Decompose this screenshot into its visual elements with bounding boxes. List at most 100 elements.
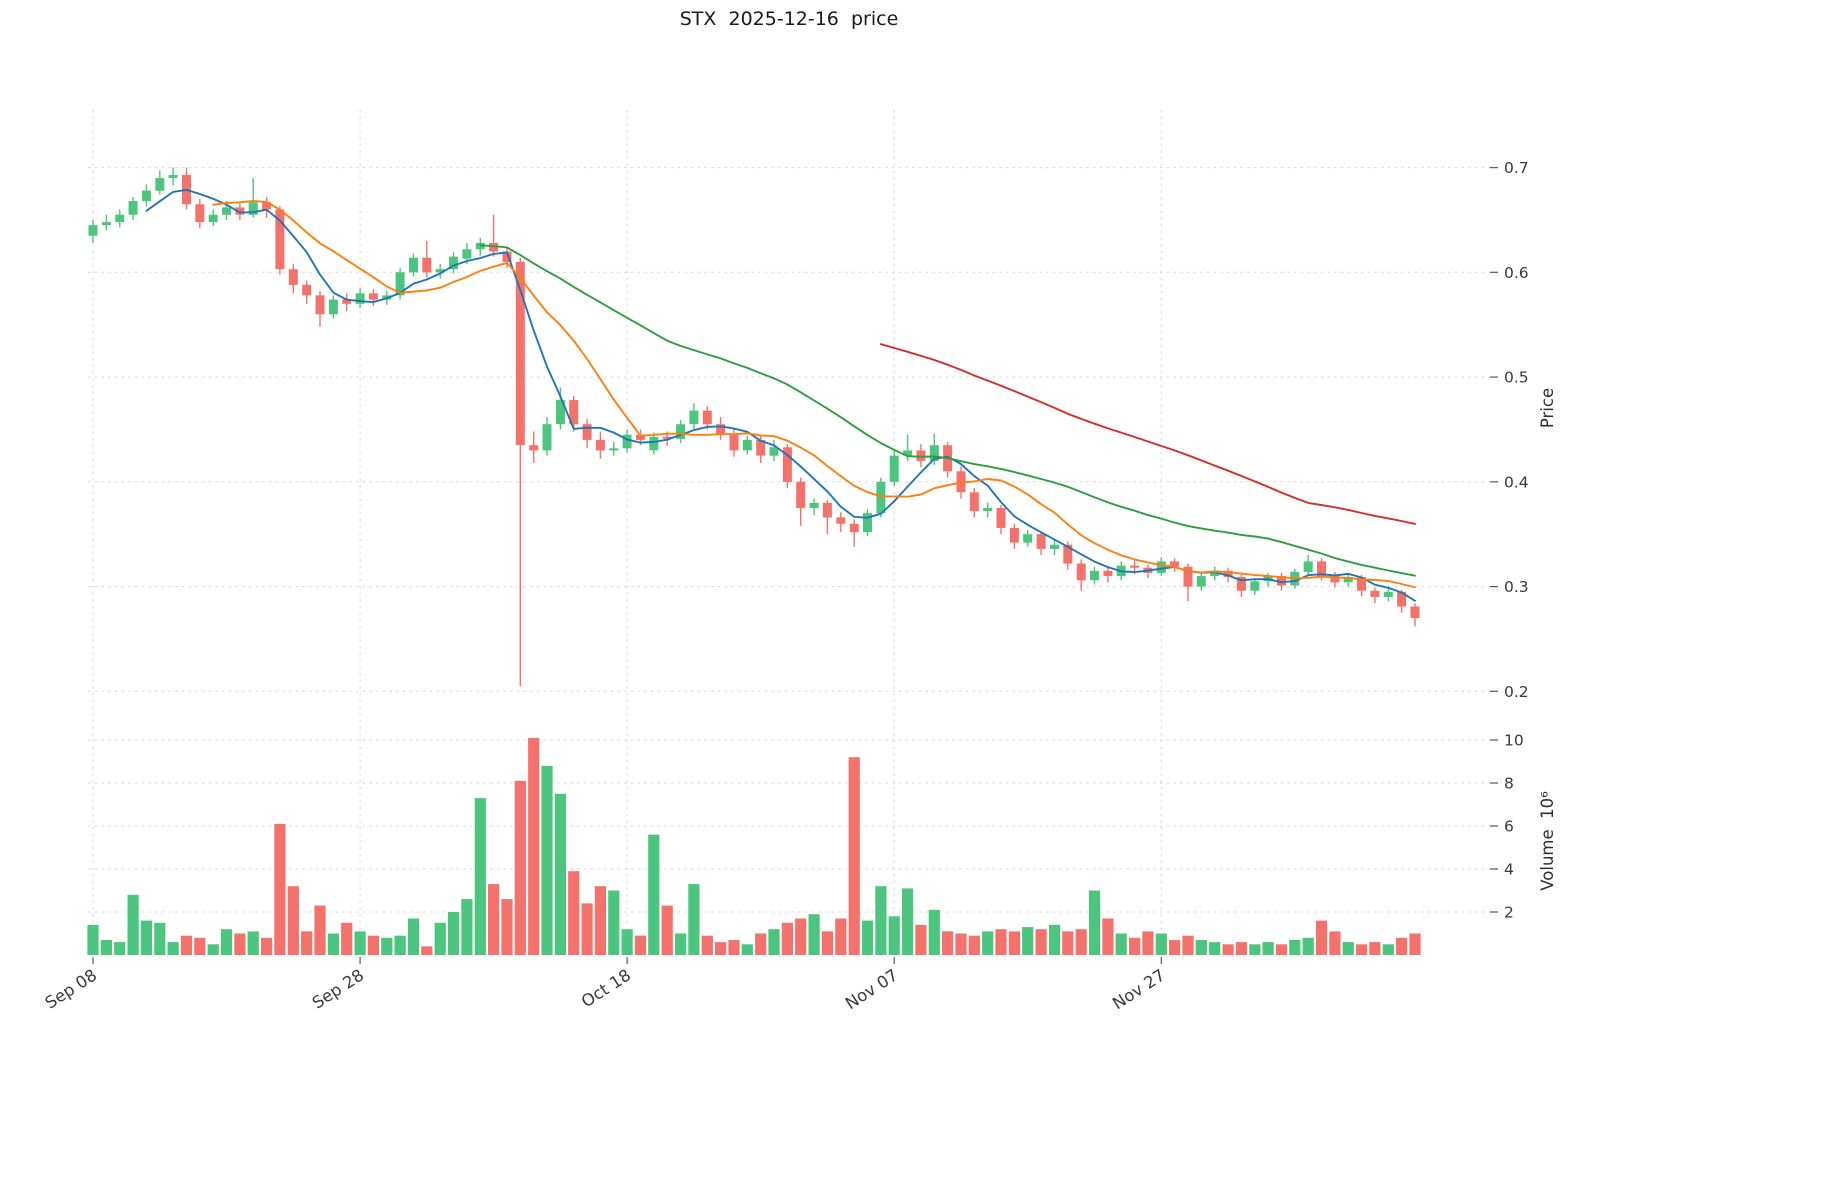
candle-body xyxy=(1076,563,1086,581)
candle-body xyxy=(262,202,272,210)
volume-bar xyxy=(1035,929,1047,955)
volume-bar xyxy=(808,914,820,955)
candle-body xyxy=(302,284,312,296)
volume-bar xyxy=(434,922,446,955)
volume-bar xyxy=(1382,944,1394,955)
candle-body xyxy=(515,261,525,446)
candle-body xyxy=(1277,576,1286,586)
volume-bar xyxy=(741,944,753,955)
candle-body xyxy=(916,450,926,461)
candle-body xyxy=(662,436,672,439)
volume-bar xyxy=(1369,942,1381,955)
candle-body xyxy=(782,447,792,482)
volume-tick-label: 6 xyxy=(1504,818,1514,836)
candle-body xyxy=(141,190,151,202)
volume-bar xyxy=(127,894,139,955)
price-tick-label: 0.6 xyxy=(1504,264,1529,282)
candle-body xyxy=(222,207,231,215)
volume-bar xyxy=(207,944,219,955)
volume-bar xyxy=(180,935,193,955)
volume-bar xyxy=(194,937,206,955)
volume-bar xyxy=(1102,918,1114,955)
volume-bar xyxy=(1142,931,1154,955)
price-tick-label: 0.7 xyxy=(1504,159,1529,177)
candle-body xyxy=(929,445,939,461)
candle-body xyxy=(595,439,605,451)
candle-body xyxy=(1357,577,1367,591)
candle-body xyxy=(208,214,218,222)
volume-bar xyxy=(1235,942,1247,955)
candle-body xyxy=(275,209,285,270)
price-tick-label: 0.4 xyxy=(1504,473,1529,491)
candle-body xyxy=(1196,576,1206,587)
volume-bar xyxy=(1048,924,1061,955)
candle-body xyxy=(155,178,165,191)
candle-body xyxy=(1130,565,1140,568)
ma-line-MA5 xyxy=(145,188,1416,602)
candle-body xyxy=(529,445,539,451)
volume-bar xyxy=(394,935,406,955)
volume-bar xyxy=(1062,931,1074,955)
candle-body xyxy=(1343,577,1353,583)
price-tick-label: 0.5 xyxy=(1504,369,1529,387)
volume-bar xyxy=(247,931,259,955)
price-tick-label: 0.3 xyxy=(1504,578,1529,596)
moving-averages xyxy=(145,188,1416,602)
candle-body xyxy=(903,450,913,456)
volume-bar xyxy=(568,871,580,955)
candle-body xyxy=(809,502,819,508)
candle-body xyxy=(1156,561,1166,573)
candle-body xyxy=(1250,581,1260,591)
volume-bar xyxy=(648,834,660,955)
ma-line-MA60 xyxy=(879,343,1416,525)
volume-bar xyxy=(755,933,767,955)
candle-body xyxy=(889,455,899,482)
volume-bar xyxy=(1115,933,1127,955)
candle-body xyxy=(836,517,846,524)
volume-bar xyxy=(581,903,593,955)
volume-bar xyxy=(1155,933,1167,955)
candle-body xyxy=(542,424,552,451)
volume-tick-label: 10 xyxy=(1504,732,1524,750)
candle-body xyxy=(876,481,886,514)
candle-body xyxy=(1050,544,1059,549)
candle-body xyxy=(101,222,111,226)
volume-bar xyxy=(781,922,793,955)
candle-body xyxy=(676,424,686,439)
volume-bar xyxy=(982,931,994,955)
candle-body xyxy=(248,202,258,215)
candle-body xyxy=(502,251,512,262)
volume-bar xyxy=(154,922,166,955)
volume-bar xyxy=(287,886,299,955)
volume-bar xyxy=(1329,931,1341,955)
candle-body xyxy=(1303,561,1313,572)
volume-bar xyxy=(1275,944,1288,955)
candle-body xyxy=(689,410,699,425)
candle-body xyxy=(1170,561,1180,567)
candle-body xyxy=(716,424,726,434)
candle-body xyxy=(328,299,338,315)
volume-bar xyxy=(888,916,900,955)
candle-body xyxy=(395,272,405,296)
candle-body xyxy=(1236,577,1246,591)
volume-bar xyxy=(1209,942,1221,955)
candle-body xyxy=(1036,534,1046,549)
volume-bar xyxy=(447,912,460,955)
candle-body xyxy=(769,447,779,456)
x-tick-label: Nov 07 xyxy=(842,965,901,1013)
candle-body xyxy=(555,400,565,425)
candle-body xyxy=(449,256,458,270)
candle-body xyxy=(622,434,632,449)
volume-bar xyxy=(995,929,1007,955)
volume-bar xyxy=(501,899,513,955)
volume-bar xyxy=(661,905,673,955)
candle-body xyxy=(409,257,418,273)
candle-body xyxy=(1210,570,1220,576)
candle-body xyxy=(849,523,859,533)
candle-body xyxy=(1330,576,1340,583)
candle-body xyxy=(288,269,298,285)
candle-body xyxy=(636,434,645,440)
candle-body xyxy=(235,207,245,215)
